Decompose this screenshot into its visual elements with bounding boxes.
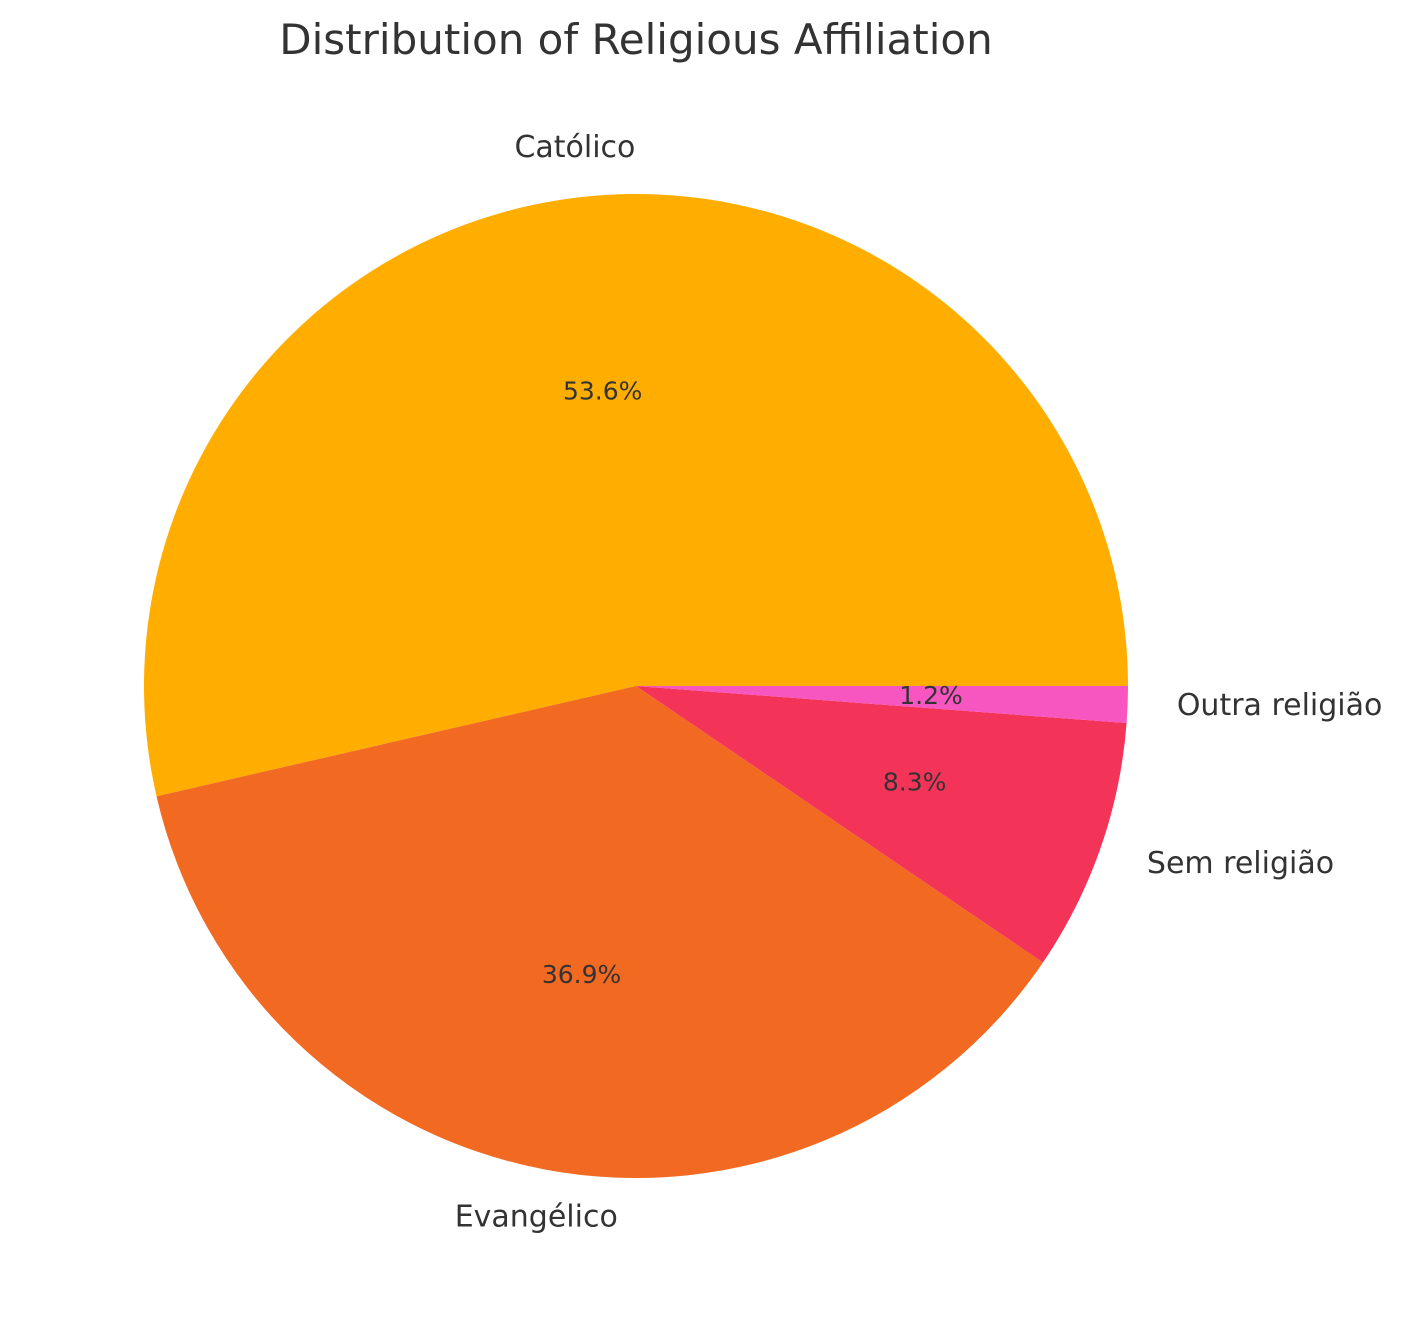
pie-slices [144, 194, 1128, 1178]
slice-percent-sem-religiao: 8.3% [883, 767, 947, 796]
pie-slice-sem-religiao [636, 686, 1127, 963]
chart-title: Distribution of Religious Affiliation [279, 15, 992, 64]
slice-percent-outra-religiao: 1.2% [899, 681, 963, 710]
slice-percent-evangelico: 36.9% [542, 960, 621, 989]
pie-slice-outra-religiao [636, 686, 1128, 724]
slice-label-catolico: Católico [514, 130, 635, 165]
slice-label-evangelico: Evangélico [455, 1199, 618, 1234]
pie-labels: Católico 53.6% Evangélico 36.9% Sem religião… [455, 130, 1383, 1235]
slice-percent-catolico: 53.6% [563, 377, 642, 406]
slice-label-outra-religiao: Outra religião [1177, 688, 1383, 723]
slice-label-sem-religiao: Sem religião [1147, 846, 1334, 881]
pie-slice-catolico [144, 194, 1128, 797]
pie-slice-evangelico [156, 686, 1043, 1178]
